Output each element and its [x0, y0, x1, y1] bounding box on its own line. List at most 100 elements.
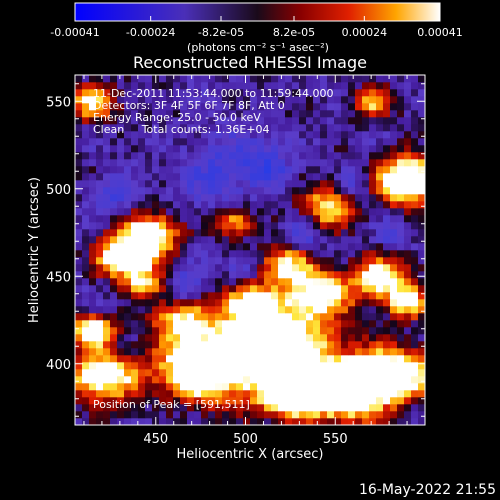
- heatmap-cell: [152, 390, 160, 398]
- heatmap-cell: [117, 236, 125, 244]
- heatmap-cell: [285, 418, 293, 426]
- heatmap-cell: [313, 145, 321, 153]
- heatmap-cell: [369, 362, 377, 370]
- heatmap-cell: [138, 110, 146, 118]
- heatmap-cell: [376, 194, 384, 202]
- heatmap-cell: [264, 159, 272, 167]
- heatmap-cell: [103, 152, 111, 160]
- heatmap-cell: [173, 383, 181, 391]
- chart-title: Reconstructed RHESSI Image: [133, 53, 367, 72]
- heatmap-cell: [110, 236, 118, 244]
- heatmap-cell: [229, 411, 237, 419]
- heatmap-cell: [166, 208, 174, 216]
- heatmap-cell: [355, 124, 363, 132]
- heatmap-cell: [131, 418, 139, 426]
- heatmap-cell: [152, 152, 160, 160]
- heatmap-cell: [152, 327, 160, 335]
- heatmap-cell: [285, 397, 293, 405]
- heatmap-cell: [173, 89, 181, 97]
- heatmap-cell: [257, 341, 265, 349]
- heatmap-cell: [404, 222, 412, 230]
- heatmap-cell: [299, 124, 307, 132]
- heatmap-cell: [313, 313, 321, 321]
- heatmap-cell: [89, 124, 97, 132]
- heatmap-cell: [82, 229, 90, 237]
- heatmap-cell: [257, 418, 265, 426]
- heatmap-cell: [187, 418, 195, 426]
- heatmap-cell: [362, 355, 370, 363]
- heatmap-cell: [341, 341, 349, 349]
- heatmap-cell: [138, 334, 146, 342]
- footer-timestamp: 16-May-2022 21:55: [359, 482, 496, 498]
- heatmap-cell: [383, 341, 391, 349]
- heatmap-cell: [222, 173, 230, 181]
- heatmap-cell: [369, 285, 377, 293]
- heatmap-cell: [194, 75, 202, 83]
- heatmap-cell: [404, 194, 412, 202]
- heatmap-cell: [334, 166, 342, 174]
- heatmap-cell: [243, 418, 251, 426]
- heatmap-cell: [313, 201, 321, 209]
- heatmap-cell: [89, 390, 97, 398]
- heatmap-cell: [222, 152, 230, 160]
- heatmap-cell: [159, 243, 167, 251]
- heatmap-cell: [327, 110, 335, 118]
- heatmap-cell: [215, 75, 223, 83]
- heatmap-cell: [173, 327, 181, 335]
- heatmap-cell: [145, 313, 153, 321]
- heatmap-cell: [390, 271, 398, 279]
- heatmap-cell: [369, 187, 377, 195]
- heatmap-cell: [180, 159, 188, 167]
- heatmap-cell: [229, 320, 237, 328]
- heatmap-cell: [250, 397, 258, 405]
- heatmap-cell: [166, 110, 174, 118]
- heatmap-cell: [369, 117, 377, 125]
- heatmap-cell: [173, 397, 181, 405]
- heatmap-cell: [369, 278, 377, 286]
- heatmap-cell: [285, 404, 293, 412]
- heatmap-cell: [117, 208, 125, 216]
- heatmap-cell: [411, 131, 419, 139]
- heatmap-cell: [376, 96, 384, 104]
- heatmap-cell: [131, 110, 139, 118]
- heatmap-cell: [131, 257, 139, 265]
- heatmap-cell: [215, 278, 223, 286]
- heatmap-cell: [194, 334, 202, 342]
- heatmap-cell: [201, 236, 209, 244]
- heatmap-cell: [89, 285, 97, 293]
- heatmap-cell: [138, 222, 146, 230]
- heatmap-cell: [152, 313, 160, 321]
- heatmap-cell: [124, 313, 132, 321]
- heatmap-cell: [89, 397, 97, 405]
- heatmap-cell: [96, 208, 104, 216]
- heatmap-cell: [173, 320, 181, 328]
- heatmap-cell: [250, 348, 258, 356]
- heatmap-cell: [411, 369, 419, 377]
- heatmap-cell: [411, 117, 419, 125]
- heatmap-cell: [250, 292, 258, 300]
- heatmap-cell: [299, 341, 307, 349]
- heatmap-cell: [383, 152, 391, 160]
- heatmap-cell: [103, 278, 111, 286]
- heatmap-cell: [173, 152, 181, 160]
- heatmap-cell: [362, 292, 370, 300]
- heatmap-cell: [243, 327, 251, 335]
- heatmap-cell: [383, 376, 391, 384]
- heatmap-cell: [320, 117, 328, 125]
- heatmap-cell: [138, 96, 146, 104]
- heatmap-cell: [341, 397, 349, 405]
- heatmap-cell: [264, 138, 272, 146]
- heatmap-cell: [404, 117, 412, 125]
- heatmap-cell: [187, 138, 195, 146]
- heatmap-cell: [208, 243, 216, 251]
- heatmap-cell: [278, 138, 286, 146]
- heatmap-cell: [243, 222, 251, 230]
- heatmap-cell: [257, 376, 265, 384]
- heatmap-cell: [187, 327, 195, 335]
- heatmap-cell: [341, 390, 349, 398]
- heatmap-cell: [264, 257, 272, 265]
- heatmap-cell: [250, 103, 258, 111]
- heatmap-cell: [131, 124, 139, 132]
- heatmap-cell: [229, 418, 237, 426]
- heatmap-cell: [411, 229, 419, 237]
